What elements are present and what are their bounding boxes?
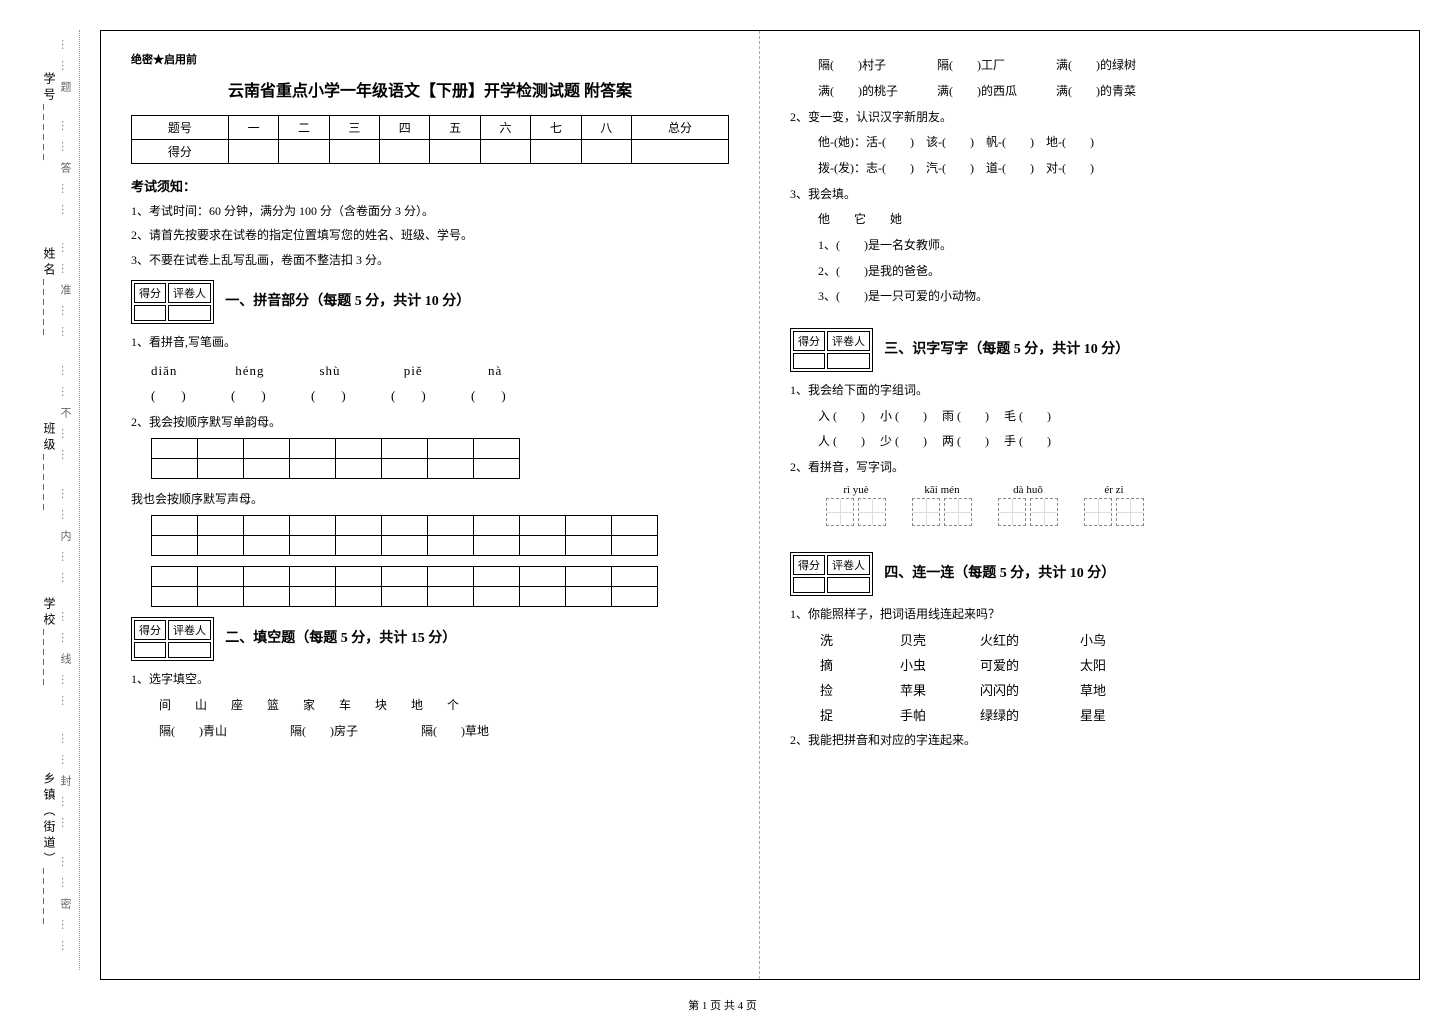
notice-heading: 考试须知： <box>131 176 729 195</box>
transform-row: 拨-(发)：志-( ) 汽-( ) 道-( ) 对-( ) <box>818 157 1389 180</box>
q2-1: 1、选字填空。 <box>131 669 729 689</box>
q1-2b: 我也会按顺序默写声母。 <box>131 489 729 509</box>
pair-row: 洗 贝壳 火红的 小鸟 <box>820 630 1389 649</box>
section2-title: 二、填空题（每题 5 分，共计 15 分） <box>225 627 456 647</box>
exam-page: 绝密★启用前 云南省重点小学一年级语文【下册】开学检测试题 附答案 题号 一 二… <box>100 30 1420 980</box>
notice-item: 1、考试时间：60 分钟，满分为 100 分（含卷面分 3 分）。 <box>131 201 729 221</box>
pinyin-row: diǎn héng shù piě nà <box>151 363 729 379</box>
q3-2: 2、看拼音，写字词。 <box>790 457 1389 477</box>
exam-title: 云南省重点小学一年级语文【下册】开学检测试题 附答案 <box>131 77 729 101</box>
q4-2: 2、我能把拼音和对应的字连起来。 <box>790 730 1389 750</box>
char-write-row: rì yuè kāi mén dà huǒ ér zi <box>820 484 1389 526</box>
choice-chars: 间 山 座 篮 家 车 块 地 个 <box>159 694 729 717</box>
right-column: 隔( )村子 隔( )工厂 满( )的绿树 满( )的桃子 满( )的西瓜 满(… <box>760 31 1419 979</box>
score-box: 得分评卷人 <box>790 328 873 372</box>
blank-grid <box>151 515 658 556</box>
secret-label: 绝密★启用前 <box>131 51 729 67</box>
fill-row: 满( )的桃子 满( )的西瓜 满( )的青菜 <box>818 80 1389 103</box>
q1-1: 1、看拼音,写笔画。 <box>131 332 729 352</box>
q4-1: 1、你能照样子，把词语用线连起来吗？ <box>790 604 1389 624</box>
q3-1: 1、我会给下面的字组词。 <box>790 380 1389 400</box>
section3-title: 三、识字写字（每题 5 分，共计 10 分） <box>884 338 1129 358</box>
q3-item: 1、( )是一名女教师。 <box>818 234 1389 257</box>
q1-2: 2、我会按顺序默写单韵母。 <box>131 412 729 432</box>
section4-title: 四、连一连（每题 5 分，共计 10 分） <box>884 562 1115 582</box>
section1-title: 一、拼音部分（每题 5 分，共计 10 分） <box>225 290 470 310</box>
word-row: 人 ( ) 少 ( ) 两 ( ) 手 ( ) <box>818 430 1389 453</box>
score-box: 得分评卷人 <box>131 280 214 324</box>
fill-row: 隔( )村子 隔( )工厂 满( )的绿树 <box>818 54 1389 77</box>
pair-row: 捉 手帕 绿绿的 星星 <box>820 705 1389 724</box>
q2-2: 2、变一变，认识汉字新朋友。 <box>790 107 1389 127</box>
left-column: 绝密★启用前 云南省重点小学一年级语文【下册】开学检测试题 附答案 题号 一 二… <box>101 31 760 979</box>
pair-row: 摘 小虫 可爱的 太阳 <box>820 655 1389 674</box>
q2-3: 3、我会填。 <box>790 184 1389 204</box>
fill-row: 隔( )青山 隔( )房子 隔( )草地 <box>159 720 729 743</box>
score-box: 得分评卷人 <box>131 617 214 661</box>
notice-item: 3、不要在试卷上乱写乱画，卷面不整洁扣 3 分。 <box>131 250 729 270</box>
word-row: 入 ( ) 小 ( ) 雨 ( ) 毛 ( ) <box>818 405 1389 428</box>
score-box: 得分评卷人 <box>790 552 873 596</box>
page-footer: 第 1 页 共 4 页 <box>0 997 1445 1013</box>
pair-row: 捡 苹果 闪闪的 草地 <box>820 680 1389 699</box>
blank-grid <box>151 566 658 607</box>
notice-item: 2、请首先按要求在试卷的指定位置填写您的姓名、班级、学号。 <box>131 225 729 245</box>
blank-grid <box>151 438 520 479</box>
q3-item: 3、( )是一只可爱的小动物。 <box>818 285 1389 308</box>
q3-choices: 他 它 她 <box>818 208 1389 231</box>
seal-line: ……题 ……答…… ……准…… ……不…… ……内…… ……线…… ……封…… … <box>55 30 75 970</box>
score-table: 题号 一 二 三 四 五 六 七 八 总分 得分 <box>131 115 729 164</box>
transform-row: 他-(她)：活-( ) 该-( ) 帆-( ) 地-( ) <box>818 131 1389 154</box>
answer-parens: ( )( )( )( )( ) <box>151 385 729 404</box>
q3-item: 2、( )是我的爸爸。 <box>818 260 1389 283</box>
